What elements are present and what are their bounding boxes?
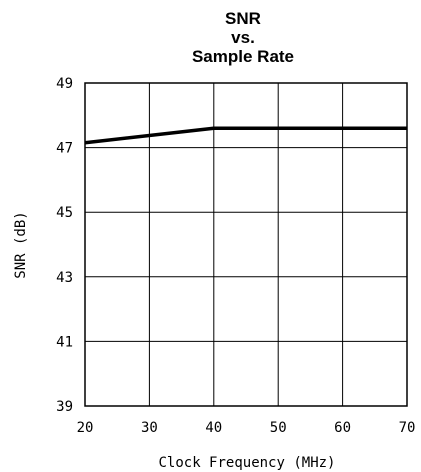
- x-tick-label: 70: [399, 420, 416, 436]
- y-tick-label: 49: [56, 76, 73, 92]
- y-axis-label: SNR (dB): [13, 211, 29, 278]
- plot-frame: [84, 82, 408, 407]
- y-tick-labels: 39 41 43 45 47 49: [56, 76, 73, 415]
- chart-title: SNR vs. Sample Rate: [192, 9, 294, 66]
- y-tick-label: 43: [56, 270, 73, 286]
- x-tick-label: 30: [141, 420, 158, 436]
- chart-title-line-3: Sample Rate: [192, 47, 294, 66]
- chart-title-line-2: vs.: [231, 28, 255, 47]
- y-tick-label: 39: [56, 399, 73, 415]
- x-tick-label: 60: [334, 420, 351, 436]
- y-tick-label: 47: [56, 141, 73, 157]
- x-tick-label: 40: [205, 420, 222, 436]
- y-tick-label: 41: [56, 334, 73, 350]
- x-tick-labels: 20 30 40 50 60 70: [77, 420, 416, 436]
- y-tick-label: 45: [56, 205, 73, 221]
- x-tick-label: 50: [270, 420, 287, 436]
- x-axis-label: Clock Frequency (MHz): [158, 455, 335, 471]
- grid: [85, 83, 407, 406]
- series-line-1: [84, 126, 407, 145]
- x-tick-label: 20: [77, 420, 94, 436]
- chart-title-line-1: SNR: [225, 9, 261, 28]
- series-group: [84, 126, 407, 145]
